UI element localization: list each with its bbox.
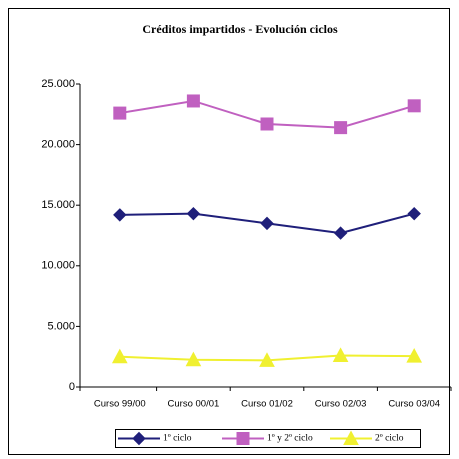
marker [332, 347, 349, 362]
chart-border [8, 8, 450, 455]
y-tick-label: 25.000 [41, 78, 75, 90]
legend-label: 2º ciclo [375, 434, 404, 444]
marker [334, 121, 348, 135]
legend-marker [236, 432, 250, 445]
marker [186, 94, 200, 108]
marker [260, 117, 274, 131]
x-tick-label: Curso 99/00 [94, 399, 146, 410]
marker [406, 348, 423, 363]
y-tick-label: 20.000 [41, 139, 75, 151]
y-tick-label: 15.000 [41, 199, 75, 211]
marker [186, 206, 201, 221]
legend-marker [132, 431, 146, 446]
legend-marker [343, 430, 359, 445]
legend-label: 1º y 2º ciclo [267, 434, 313, 444]
chart-title: Créditos impartidos - Evolución ciclos [142, 22, 338, 36]
y-tick-label: 10.000 [41, 260, 75, 272]
x-tick-label: Curso 00/01 [168, 399, 220, 410]
legend-label: 1º ciclo [163, 434, 192, 444]
marker [259, 352, 275, 367]
y-tick-label: 5.000 [47, 320, 75, 332]
x-tick-label: Curso 03/04 [388, 399, 440, 410]
marker [185, 351, 202, 367]
x-tick-label: Curso 02/03 [315, 399, 367, 410]
marker [111, 348, 128, 364]
marker [113, 106, 127, 120]
marker [407, 206, 421, 221]
marker [260, 216, 274, 231]
x-tick-label: Curso 01/02 [241, 399, 293, 410]
y-tick-label: 0 [69, 381, 75, 393]
marker [407, 99, 421, 113]
marker [333, 226, 348, 240]
marker [113, 208, 127, 222]
